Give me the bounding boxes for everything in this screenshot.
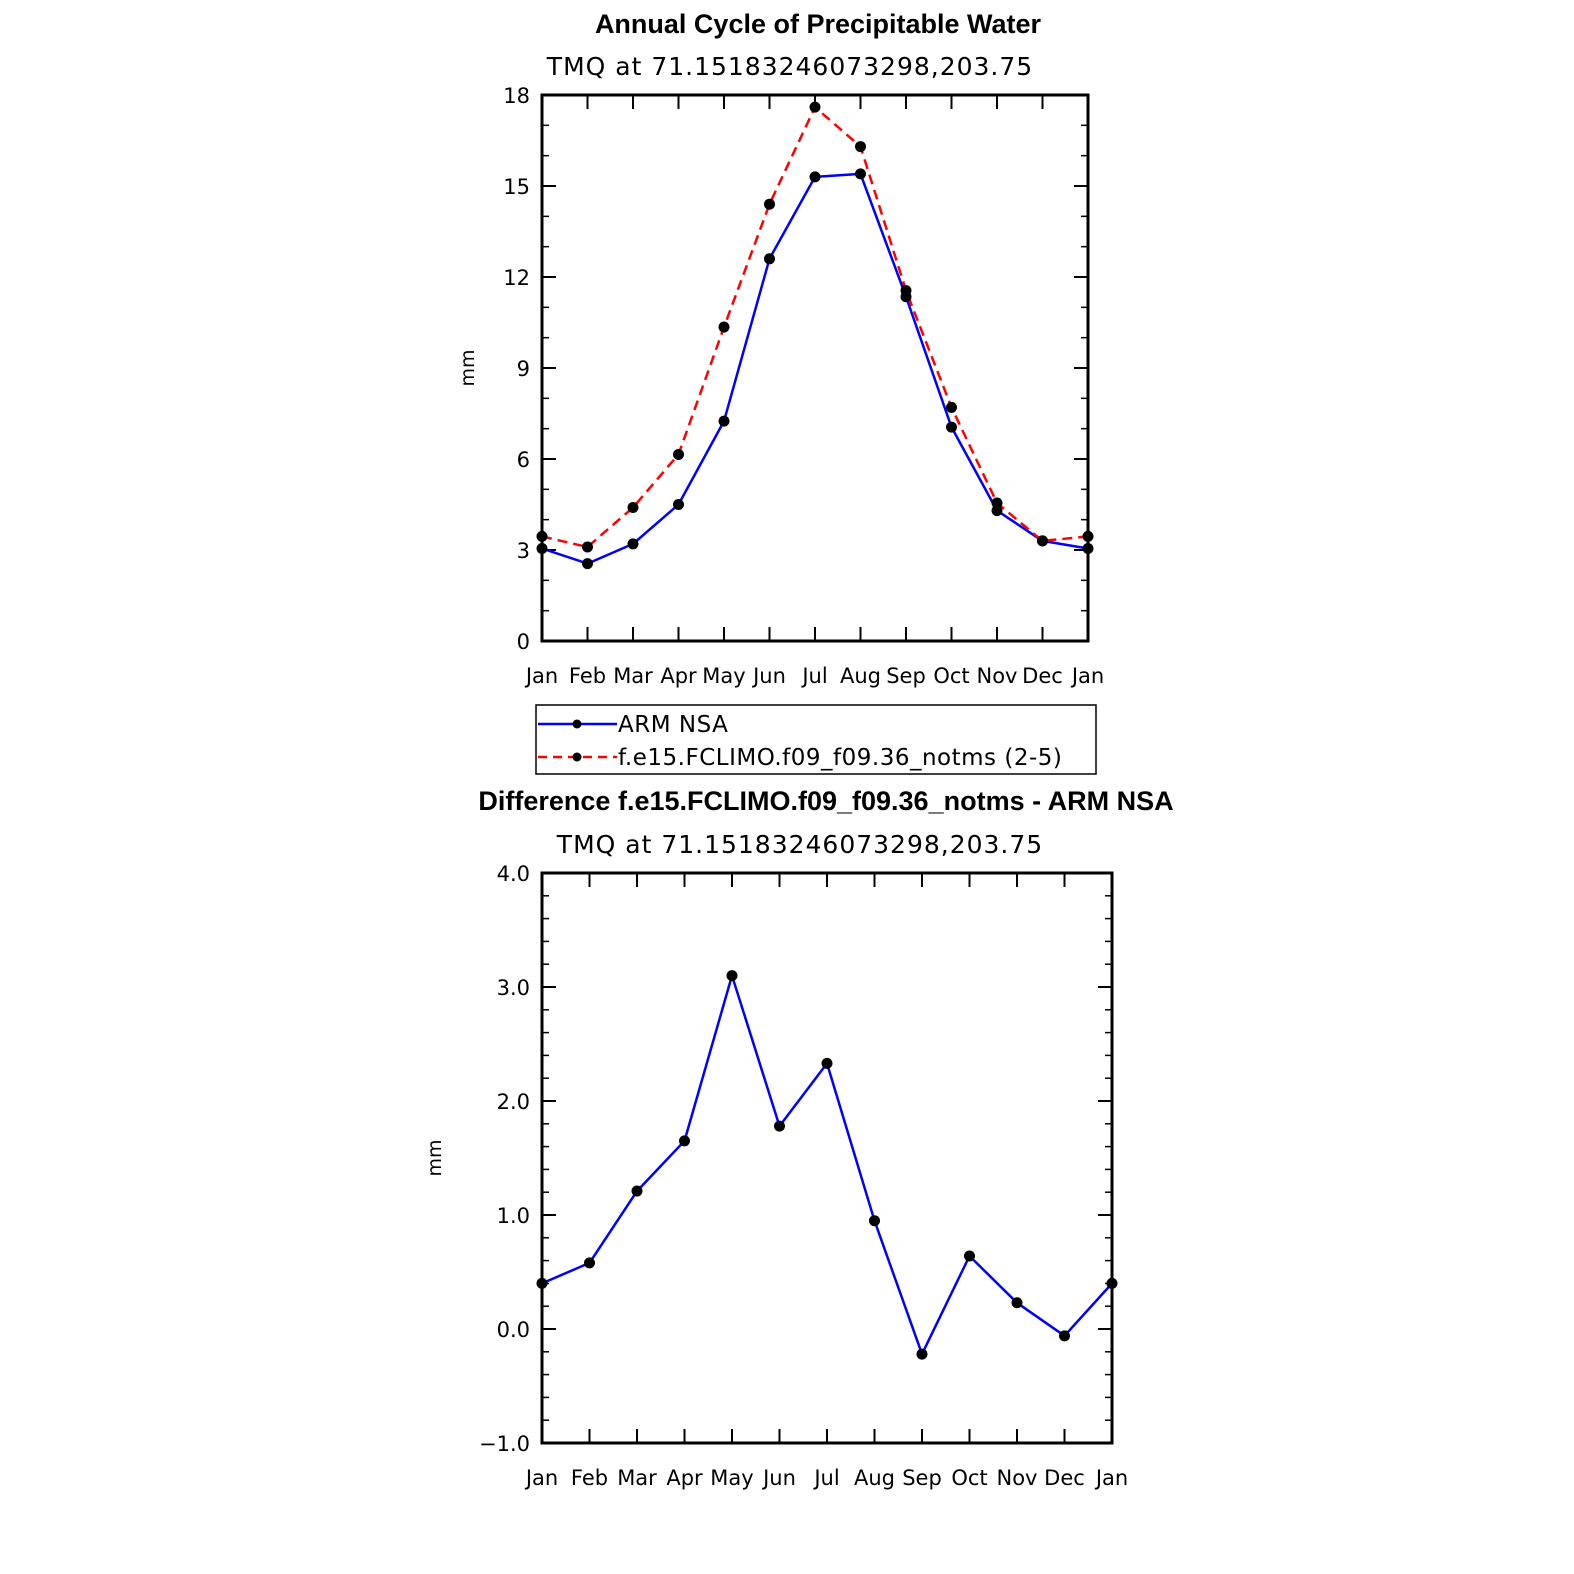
series-0-point <box>964 1250 975 1262</box>
y-tick-label: 2.0 <box>497 1090 530 1114</box>
difference-series <box>536 970 1118 1360</box>
x-tick-label: Apr <box>666 1466 703 1490</box>
x-tick-label: Jun <box>751 664 786 688</box>
series-1-point <box>946 401 957 413</box>
x-tick-label: Oct <box>933 664 969 688</box>
x-tick-label: Aug <box>840 664 881 688</box>
annual-cycle-title: Annual Cycle of Precipitable Water <box>595 9 1042 39</box>
x-tick-label: Nov <box>977 664 1018 688</box>
annual-cycle-subtitle: TMQ at 71.15183246073298,203.75 <box>546 52 1033 81</box>
series-0-point <box>584 1257 595 1269</box>
x-tick-label: Sep <box>902 1466 942 1490</box>
series-1-point <box>764 198 775 210</box>
series-1-point <box>582 541 593 553</box>
x-tick-label: Jan <box>1094 1466 1128 1490</box>
y-tick-label: 1.0 <box>497 1204 530 1228</box>
series-0-point <box>809 171 821 183</box>
series-0-point <box>627 538 639 550</box>
series-1-point <box>627 502 639 514</box>
x-tick-label: Sep <box>886 664 926 688</box>
difference-subtitle: TMQ at 71.15183246073298,203.75 <box>556 830 1043 859</box>
x-tick-label: Dec <box>1022 664 1063 688</box>
y-tick-label: 15 <box>503 175 530 199</box>
series-0-point <box>855 168 866 180</box>
series-0-point <box>764 253 775 265</box>
x-tick-label: Jul <box>812 1466 839 1490</box>
series-0-point <box>869 1215 880 1227</box>
legend-entry-model: f.e15.FCLIMO.f09_f09.36_notms (2-5) <box>538 745 1062 771</box>
series-0-point <box>1059 1330 1070 1342</box>
x-tick-label: Oct <box>951 1466 987 1490</box>
difference-panel: Difference f.e15.FCLIMO.f09_f09.36_notms… <box>424 786 1174 1490</box>
y-tick-label: 3 <box>517 539 530 563</box>
x-tick-label: Mar <box>613 664 653 688</box>
legend-marker-model <box>572 752 582 762</box>
y-tick-label: 9 <box>517 357 530 381</box>
series-0-point <box>916 1348 928 1360</box>
y-tick-label: 4.0 <box>497 862 530 886</box>
series-1-point <box>1037 535 1048 547</box>
x-tick-label: Mar <box>617 1466 657 1490</box>
series-0-point <box>726 970 738 982</box>
series-1-point <box>991 497 1003 509</box>
series-1-point <box>673 448 684 460</box>
series-1-point <box>900 285 912 297</box>
x-tick-label: Aug <box>854 1466 895 1490</box>
annual-cycle-plot-frame <box>540 93 1090 643</box>
y-tick-label: 12 <box>503 266 530 290</box>
y-tick-label: 6 <box>517 448 530 472</box>
annual-cycle-ticks: Jan Feb Mar Apr May Jun Jul Aug Sep Oct Nov Dec Jan 0… <box>503 84 1104 688</box>
series-1-point <box>718 321 730 333</box>
legend-box <box>535 704 1097 775</box>
annual-cycle-y-axis-label: mm <box>457 349 479 386</box>
legend-label-model: f.e15.FCLIMO.f09_f09.36_notms (2-5) <box>618 745 1062 771</box>
y-tick-label: 0 <box>517 630 530 654</box>
x-tick-label: Jan <box>1070 664 1104 688</box>
y-tick-label: −1.0 <box>479 1432 530 1456</box>
difference-y-axis-label: mm <box>424 1139 446 1176</box>
y-tick-label: 3.0 <box>497 976 530 1000</box>
annual-cycle-series <box>536 101 1094 570</box>
x-tick-label: Jan <box>524 664 558 688</box>
x-tick-label: Jul <box>800 664 827 688</box>
difference-plot-frame <box>540 871 1114 1445</box>
x-tick-label: Nov <box>997 1466 1038 1490</box>
series-0-point <box>679 1135 690 1147</box>
legend-label-arm-nsa: ARM NSA <box>618 712 728 738</box>
series-0-point <box>821 1057 833 1069</box>
series-1-point <box>855 141 866 153</box>
series-0-point <box>582 558 593 570</box>
series-line-0 <box>541 974 1113 1356</box>
y-tick-label: 0.0 <box>497 1318 530 1342</box>
x-tick-label: Feb <box>569 664 606 688</box>
difference-title: Difference f.e15.FCLIMO.f09_f09.36_notms… <box>478 786 1173 816</box>
series-0-point <box>1011 1297 1023 1309</box>
annual-cycle-panel: Annual Cycle of Precipitable Water TMQ a… <box>457 9 1104 688</box>
y-tick-label: 18 <box>503 84 530 108</box>
series-0-point <box>991 505 1003 517</box>
x-tick-label: Apr <box>660 664 697 688</box>
x-tick-label: Feb <box>571 1466 608 1490</box>
series-1-point <box>809 101 821 113</box>
series-line-0 <box>541 172 1089 565</box>
series-0-point <box>774 1120 785 1132</box>
x-tick-label: May <box>702 664 745 688</box>
series-0-point <box>673 499 684 510</box>
x-tick-label: Jan <box>524 1466 558 1490</box>
x-tick-label: May <box>710 1466 753 1490</box>
x-tick-label: Jun <box>761 1466 796 1490</box>
legend-marker-arm-nsa <box>572 719 582 729</box>
series-0-point <box>718 415 730 427</box>
legend-entry-arm-nsa: ARM NSA <box>538 712 728 738</box>
legend: ARM NSA f.e15.FCLIMO.f09_f09.36_notms (2… <box>535 704 1097 775</box>
series-0-point <box>946 421 957 433</box>
difference-ticks: Jan Feb Mar Apr May Jun Jul Aug Sep Oct Nov Dec Jan −… <box>479 862 1128 1490</box>
series-0-point <box>631 1185 643 1197</box>
x-tick-label: Dec <box>1044 1466 1085 1490</box>
